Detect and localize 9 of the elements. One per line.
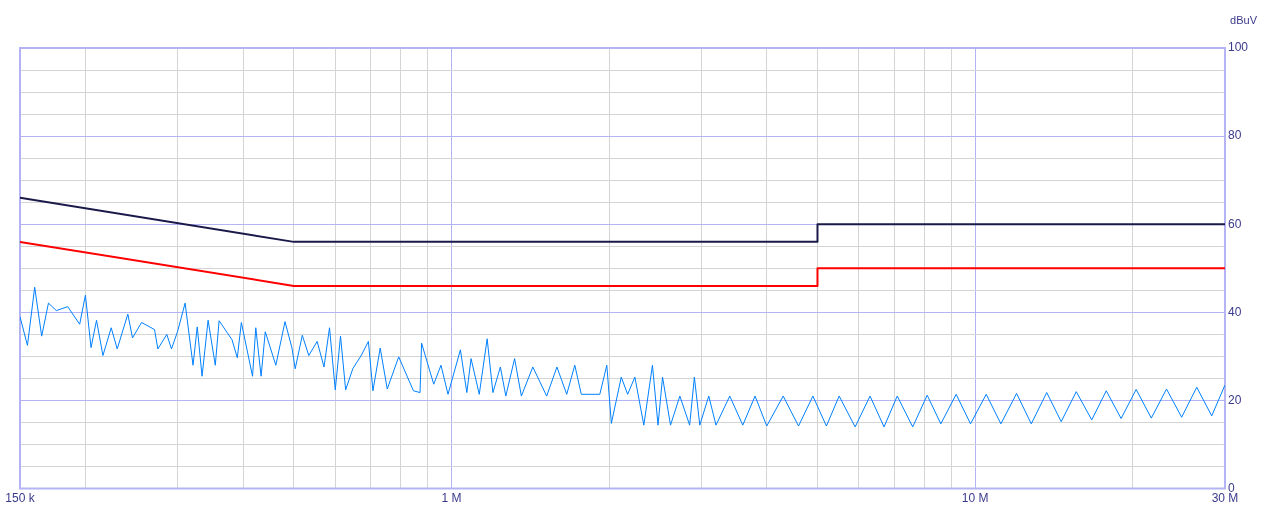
x-tick-label: 10 M	[961, 491, 989, 506]
y-tick-label: 100	[1227, 40, 1249, 55]
y-tick-label: 80	[1227, 128, 1242, 143]
x-tick-label: 150 k	[5, 491, 36, 506]
y-tick-label: 20	[1227, 392, 1242, 407]
x-tick-label: 1 M	[441, 491, 462, 506]
y-tick-label: 40	[1227, 304, 1242, 319]
y-axis-title: dBuV	[1230, 13, 1258, 26]
y-tick-label: 60	[1227, 216, 1242, 231]
